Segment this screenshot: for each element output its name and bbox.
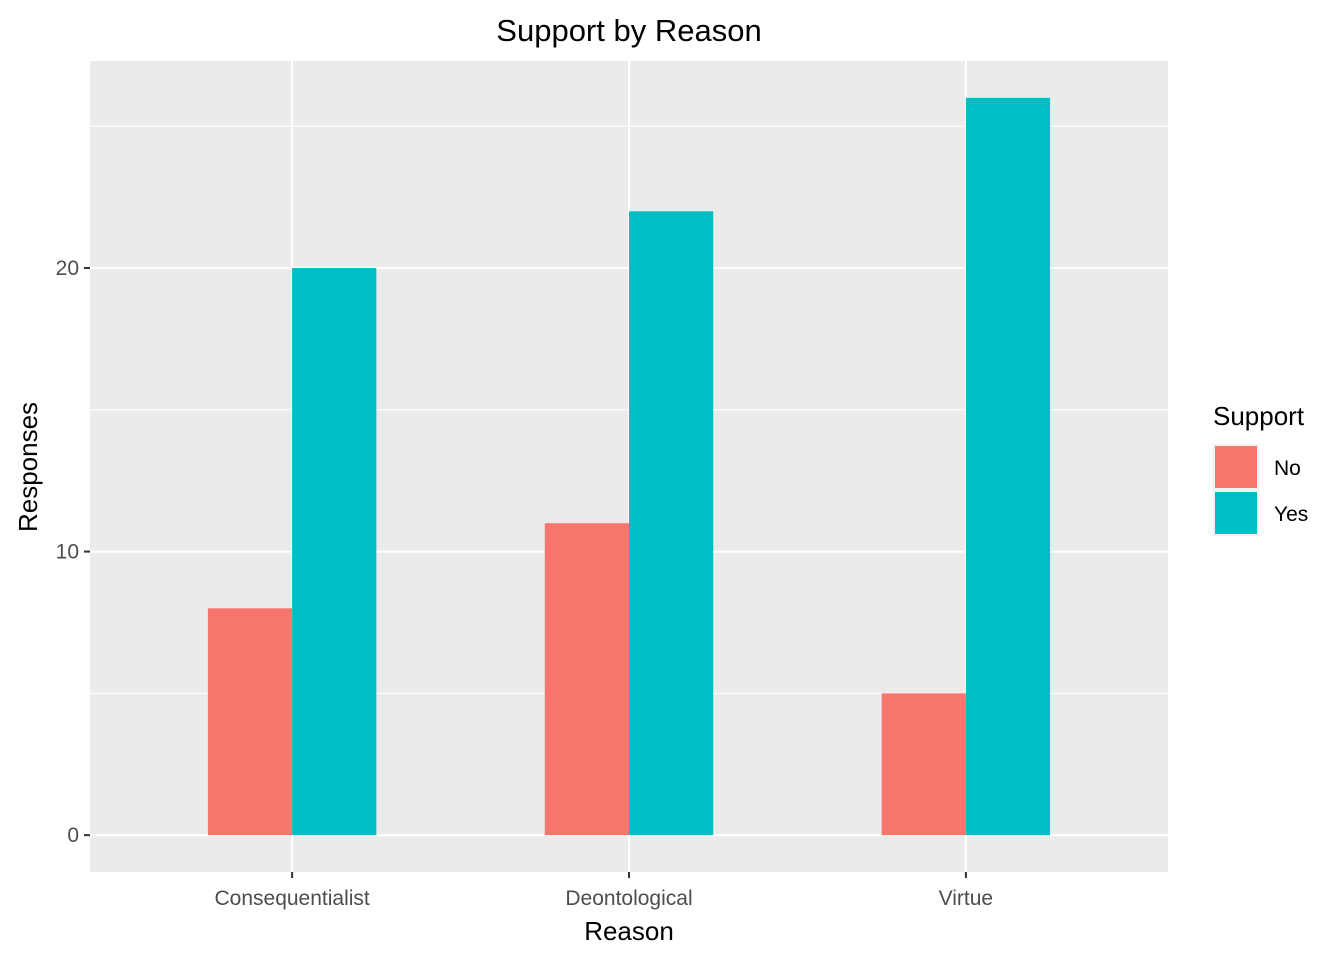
x-axis-ticks: Consequentialist Deontological Virtue (214, 872, 993, 910)
legend: Support No Yes (1213, 401, 1308, 536)
legend-items: No Yes (1213, 444, 1308, 536)
x-tick-label: Consequentialist (214, 887, 369, 910)
bar-yes-deontological (629, 211, 714, 836)
y-tick-label: 10 (56, 541, 79, 564)
y-tick-label: 0 (67, 824, 79, 847)
bar-no-deontological (544, 523, 629, 836)
legend-key-no (1215, 446, 1257, 488)
x-tick-label: Virtue (939, 887, 993, 910)
legend-label: Yes (1274, 503, 1308, 526)
legend-title: Support (1213, 401, 1305, 431)
bar-no-consequentialist (207, 608, 293, 836)
y-tick-label: 20 (56, 257, 79, 280)
x-tick-label: Deontological (565, 887, 692, 910)
bar-no-virtue (881, 693, 966, 836)
legend-key-yes (1215, 492, 1257, 534)
legend-label: No (1274, 457, 1301, 480)
x-axis-title: Reason (584, 916, 674, 946)
bar-yes-consequentialist (292, 268, 377, 836)
y-axis-title: Responses (13, 402, 43, 532)
bars (207, 97, 1051, 836)
y-axis-ticks: 0 10 20 (56, 257, 90, 847)
bar-yes-virtue (965, 97, 1051, 836)
chart-title: Support by Reason (496, 13, 761, 48)
